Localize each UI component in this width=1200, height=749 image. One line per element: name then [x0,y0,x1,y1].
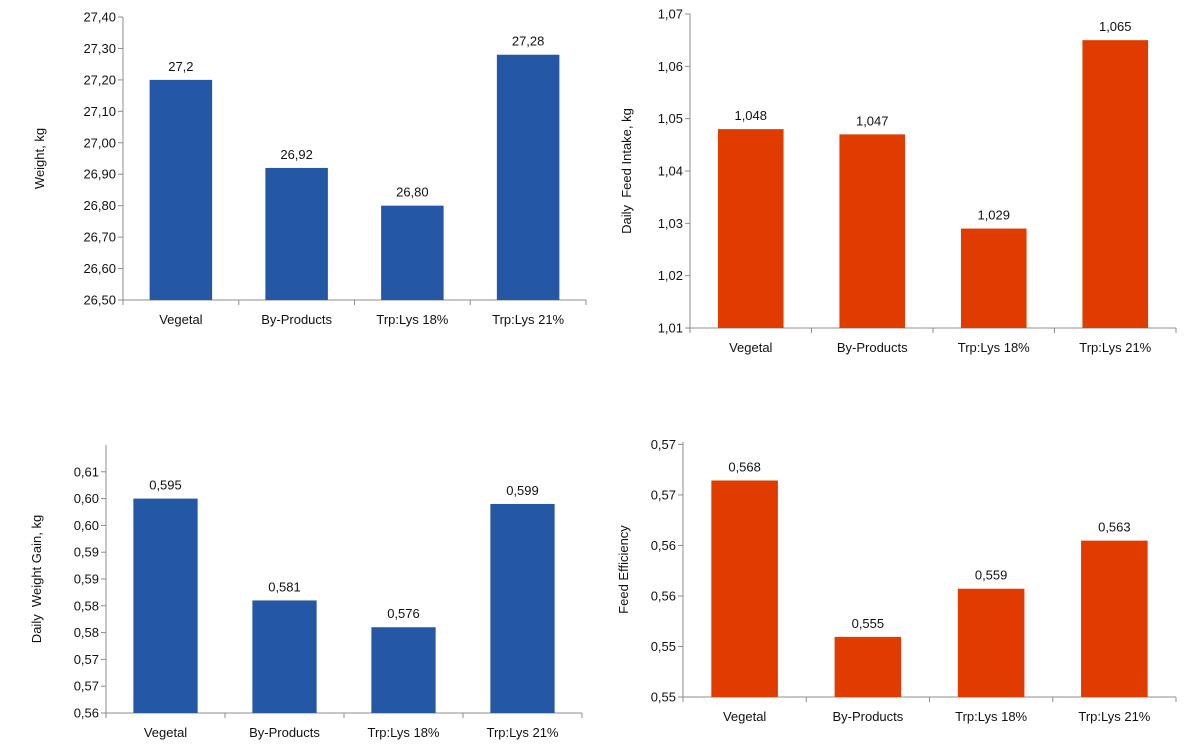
x-category-label: By-Products [837,340,908,355]
y-tick-label: 26,70 [83,230,116,245]
y-tick-label: 27,10 [83,104,116,119]
weight-gain-chart: 0,56 0,57 0,57 0,58 0,58 0,59 0,59 0,60 0,60 0,61… [29,445,583,740]
y-tick-label: 1,07 [658,7,683,22]
bar [1081,540,1148,697]
y-tick-label: 27,40 [83,10,116,25]
bar [839,134,906,328]
y-axis-label: Daily Feed Intake, kg [619,108,634,234]
x-category-label: Vegetal [723,709,766,724]
feed-efficiency-chart: 0,55 0,55 0,56 0,56 0,57 0,57 0,568 Vegetal 0,55… [616,437,1177,724]
y-tick-label: 0,57 [651,437,676,452]
y-tick-label: 1,06 [658,59,683,74]
y-tick-label: 0,56 [74,706,99,721]
x-category-label: By-Products [249,725,320,740]
y-tick-label: 0,60 [74,491,99,506]
bar-value-label: 0,555 [852,616,885,631]
y-tick-label: 26,50 [83,293,116,308]
bar-value-label: 26,92 [280,147,313,162]
bar [371,627,436,713]
y-tick-label: 0,60 [74,518,99,533]
bar-value-label: 0,576 [387,606,420,621]
y-tick-label: 0,56 [651,588,676,603]
bar-value-label: 27,2 [168,59,193,74]
bar [252,600,317,713]
bar-value-label: 0,599 [506,483,539,498]
y-tick-label: 0,55 [651,690,676,705]
x-category-label: By-Products [832,709,903,724]
bar-value-label: 0,568 [728,459,761,474]
y-tick-label: 26,80 [83,198,116,213]
bar [834,636,902,697]
x-category-label: Trp:Lys 18% [955,709,1027,724]
feed-intake-chart: 1,01 1,02 1,03 1,04 1,05 1,06 1,07 1,048 Vegetal… [619,7,1177,355]
bar [717,129,784,328]
bar-value-label: 0,559 [975,568,1008,583]
x-category-label: Trp:Lys 18% [958,340,1030,355]
bar [133,498,198,713]
y-tick-label: 1,03 [658,216,683,231]
y-tick-label: 1,05 [658,111,683,126]
x-category-label: Trp:Lys 21% [492,312,564,327]
bar [490,503,555,713]
y-axis-label: Feed Efficiency [616,525,631,614]
y-tick-label: 0,59 [74,545,99,560]
bar [381,205,444,300]
y-tick-label: 1,01 [658,321,683,336]
x-category-label: Trp:Lys 21% [1079,340,1151,355]
x-category-label: Trp:Lys 21% [486,725,558,740]
bar [957,588,1025,697]
x-category-label: Vegetal [144,725,187,740]
bar-value-label: 1,029 [977,208,1010,223]
bar [711,480,778,697]
y-tick-label: 0,56 [651,538,676,553]
bar-value-label: 26,80 [396,185,429,200]
y-tick-label: 27,20 [83,72,116,87]
weight-chart: 26,50 26,60 26,70 26,80 26,90 27,00 27,10 27,20… [32,10,587,327]
bar-value-label: 27,28 [512,34,545,49]
bar-value-label: 1,065 [1099,19,1132,34]
bar [960,228,1027,328]
x-category-label: By-Products [261,312,332,327]
y-tick-label: 1,04 [658,164,683,179]
x-category-label: Vegetal [729,340,772,355]
x-category-label: Trp:Lys 21% [1078,709,1150,724]
y-tick-label: 0,57 [74,652,99,667]
y-axis-label: Weight, kg [32,128,47,189]
y-tick-label: 26,60 [83,261,116,276]
x-category-label: Vegetal [159,312,202,327]
y-tick-label: 0,61 [74,464,99,479]
bar [1082,40,1149,329]
y-tick-label: 26,90 [83,167,116,182]
bar-value-label: 0,563 [1098,520,1131,535]
y-tick-label: 0,59 [74,572,99,587]
bar-value-label: 1,047 [856,113,889,128]
y-tick-label: 1,02 [658,268,683,283]
y-tick-label: 0,57 [74,679,99,694]
y-tick-label: 0,58 [74,598,99,613]
y-tick-label: 0,57 [651,487,676,502]
y-axis-label: Daily Weight Gain, kg [29,515,44,643]
y-tick-label: 0,58 [74,625,99,640]
y-tick-label: 27,30 [83,41,116,56]
x-category-label: Trp:Lys 18% [376,312,448,327]
bar [265,167,328,300]
bar-value-label: 0,595 [149,478,182,493]
bar-value-label: 1,048 [734,108,767,123]
bar-value-label: 0,581 [268,579,301,594]
y-tick-label: 0,55 [651,639,676,654]
bar [149,79,213,300]
y-tick-label: 27,00 [83,135,116,150]
bar [496,54,560,300]
x-category-label: Trp:Lys 18% [367,725,439,740]
